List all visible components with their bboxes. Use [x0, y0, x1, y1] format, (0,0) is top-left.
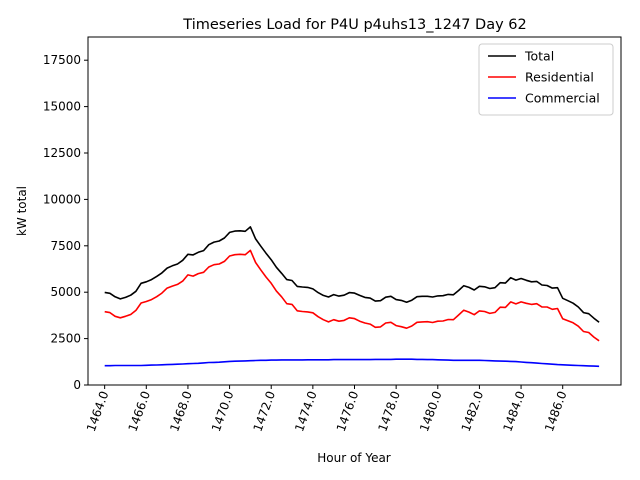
x-tick-label: 1476.0: [334, 389, 362, 433]
x-axis-label: Hour of Year: [317, 451, 391, 465]
plot-frame: [87, 36, 622, 386]
y-tick-label: 10000: [43, 192, 81, 206]
x-tick-label: 1468.0: [167, 389, 195, 433]
legend-label-residential: Residential: [525, 70, 594, 85]
x-tick-label: 1478.0: [375, 389, 403, 433]
x-tick-label: 1464.0: [84, 389, 112, 433]
series-line-residential: [104, 249, 600, 342]
x-tick-label: 1470.0: [209, 389, 237, 433]
x-tick-label: 1486.0: [542, 389, 570, 433]
x-axis: 1464.0 1466.0 1468.0 1470.0 1472.0 1474.0 1476…: [84, 385, 570, 433]
x-tick-label: 1474.0: [292, 389, 320, 433]
legend: Total Residential Commercial: [478, 43, 614, 116]
y-tick-label: 2500: [50, 332, 81, 346]
y-tick-label: 7500: [50, 239, 81, 253]
y-tick-label: 5000: [50, 285, 81, 299]
legend-label-commercial: Commercial: [525, 91, 600, 106]
series-line-commercial: [104, 358, 600, 368]
chart-title: Timeseries Load for P4U p4uhs13_1247 Day…: [182, 17, 526, 33]
y-tick-label: 0: [73, 378, 81, 392]
series-line-total: [104, 226, 600, 323]
plot-area: [104, 226, 600, 368]
x-tick-label: 1466.0: [126, 389, 154, 433]
x-tick-label: 1480.0: [417, 389, 445, 433]
y-tick-label: 17500: [43, 53, 81, 67]
y-axis-label: kW total: [15, 186, 29, 236]
legend-label-total: Total: [524, 49, 554, 64]
y-axis: 0 2500 5000 7500 10000 12500 15000 17500: [43, 53, 88, 392]
y-tick-label: 15000: [43, 100, 81, 114]
x-tick-label: 1482.0: [459, 389, 487, 433]
x-tick-label: 1484.0: [500, 389, 528, 433]
y-tick-label: 12500: [43, 146, 81, 160]
x-tick-label: 1472.0: [251, 389, 279, 433]
